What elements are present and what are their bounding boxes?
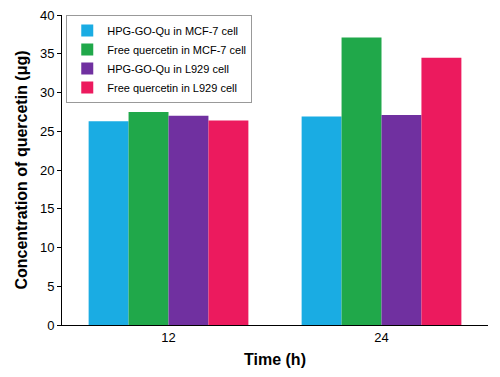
svg-text:35: 35 xyxy=(40,46,54,61)
svg-text:HPG-GO-Qu in MCF-7 cell: HPG-GO-Qu in MCF-7 cell xyxy=(107,25,238,37)
svg-text:40: 40 xyxy=(40,8,54,23)
svg-text:24: 24 xyxy=(374,330,388,345)
svg-text:30: 30 xyxy=(40,85,54,100)
svg-text:Concentration of quercetin (μg: Concentration of quercetin (μg) xyxy=(13,50,30,289)
svg-text:15: 15 xyxy=(40,201,54,216)
svg-text:Time (h): Time (h) xyxy=(244,351,306,368)
svg-text:10: 10 xyxy=(40,240,54,255)
svg-text:0: 0 xyxy=(47,318,54,333)
svg-text:HPG-GO-Qu in L929 cell: HPG-GO-Qu in L929 cell xyxy=(107,63,229,75)
svg-text:Free quercetin in MCF-7 cell: Free quercetin in MCF-7 cell xyxy=(107,44,246,56)
svg-text:5: 5 xyxy=(47,279,54,294)
svg-text:25: 25 xyxy=(40,124,54,139)
svg-text:20: 20 xyxy=(40,163,54,178)
svg-text:Free quercetin in L929 cell: Free quercetin in L929 cell xyxy=(107,82,237,94)
svg-text:12: 12 xyxy=(161,330,175,345)
